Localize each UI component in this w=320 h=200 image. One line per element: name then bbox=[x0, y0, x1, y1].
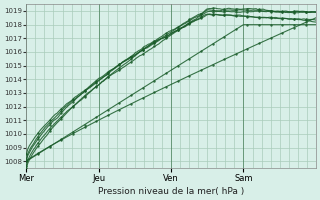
X-axis label: Pression niveau de la mer( hPa ): Pression niveau de la mer( hPa ) bbox=[98, 187, 244, 196]
